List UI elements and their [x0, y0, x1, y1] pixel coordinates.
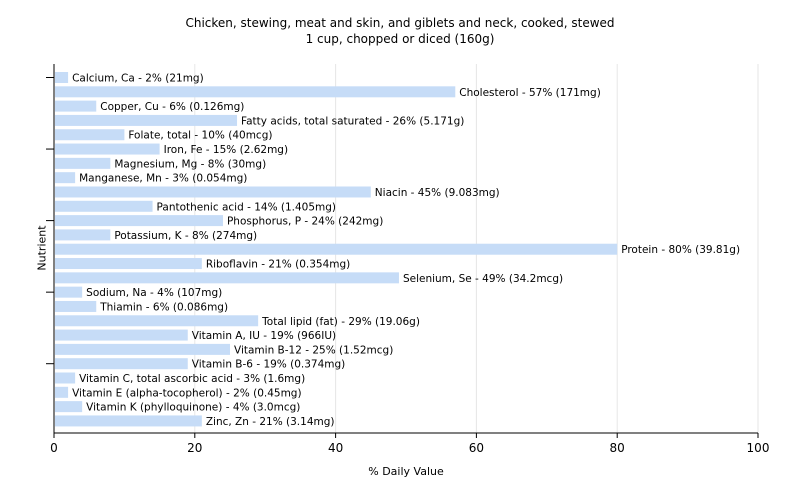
bar	[55, 72, 69, 83]
bar-label: Copper, Cu - 6% (0.126mg)	[100, 101, 244, 113]
bar	[55, 372, 76, 384]
x-tick-label: 60	[469, 441, 484, 455]
bar-label: Niacin - 45% (9.083mg)	[375, 187, 500, 199]
bar-label: Total lipid (fat) - 29% (19.06g)	[261, 316, 420, 328]
bar	[55, 243, 618, 255]
bar	[55, 401, 83, 413]
bar-label: Folate, total - 10% (40mcg)	[128, 130, 272, 142]
bar	[55, 286, 83, 298]
bar	[55, 129, 125, 141]
x-tick-label: 100	[747, 441, 770, 455]
x-tick-label: 80	[610, 441, 625, 455]
bar-label: Vitamin C, total ascorbic acid - 3% (1.6…	[79, 373, 305, 385]
x-tick-label: 20	[187, 441, 202, 455]
bar	[55, 386, 69, 398]
bar	[55, 258, 202, 270]
bar-label: Fatty acids, total saturated - 26% (5.17…	[241, 115, 464, 127]
bar-label: Phosphorus, P - 24% (242mg)	[227, 216, 383, 228]
bar-label: Vitamin B-6 - 19% (0.374mg)	[192, 359, 346, 371]
bar	[55, 415, 202, 427]
bar-label: Sodium, Na - 4% (107mg)	[86, 287, 222, 299]
bar-label: Zinc, Zn - 21% (3.14mg)	[206, 416, 335, 428]
bar-label: Riboflavin - 21% (0.354mg)	[206, 259, 350, 271]
bar	[55, 358, 188, 370]
bar-label: Cholesterol - 57% (171mg)	[459, 87, 601, 99]
bar-label: Calcium, Ca - 2% (21mg)	[72, 73, 204, 85]
bar	[55, 172, 76, 184]
x-tick-label: 40	[328, 441, 343, 455]
bar-label: Vitamin K (phylloquinone) - 4% (3.0mcg)	[86, 402, 300, 414]
bar-label: Vitamin B-12 - 25% (1.52mcg)	[234, 344, 393, 356]
bar-label: Vitamin A, IU - 19% (966IU)	[192, 330, 336, 342]
bar	[55, 315, 259, 327]
bar	[55, 215, 223, 227]
bar	[55, 300, 97, 312]
chart-subtitle: 1 cup, chopped or diced (160g)	[305, 32, 495, 46]
bar-label: Thiamin - 6% (0.086mg)	[99, 301, 228, 313]
x-tick-label: 0	[50, 441, 58, 455]
bar-label: Selenium, Se - 49% (34.2mcg)	[403, 273, 563, 285]
bar	[55, 272, 399, 284]
bar-label: Vitamin E (alpha-tocopherol) - 2% (0.45m…	[72, 387, 302, 399]
x-axis-label: % Daily Value	[368, 465, 444, 478]
chart-title: Chicken, stewing, meat and skin, and gib…	[185, 16, 615, 30]
bar-label: Magnesium, Mg - 8% (30mg)	[114, 158, 266, 170]
bar	[55, 114, 238, 126]
bar-label: Potassium, K - 8% (274mg)	[114, 230, 257, 242]
bar-label: Manganese, Mn - 3% (0.054mg)	[79, 173, 247, 185]
bar-label: Pantothenic acid - 14% (1.405mg)	[157, 201, 336, 213]
bar	[55, 157, 111, 169]
bar	[55, 200, 153, 212]
bar-label: Protein - 80% (39.81g)	[621, 244, 740, 256]
bar	[55, 100, 97, 112]
bar	[55, 229, 111, 241]
bar	[55, 143, 160, 155]
bar	[55, 186, 371, 198]
bar	[55, 86, 456, 98]
bar	[55, 329, 188, 341]
bar	[55, 343, 230, 355]
bar-label: Iron, Fe - 15% (2.62mg)	[164, 144, 288, 156]
